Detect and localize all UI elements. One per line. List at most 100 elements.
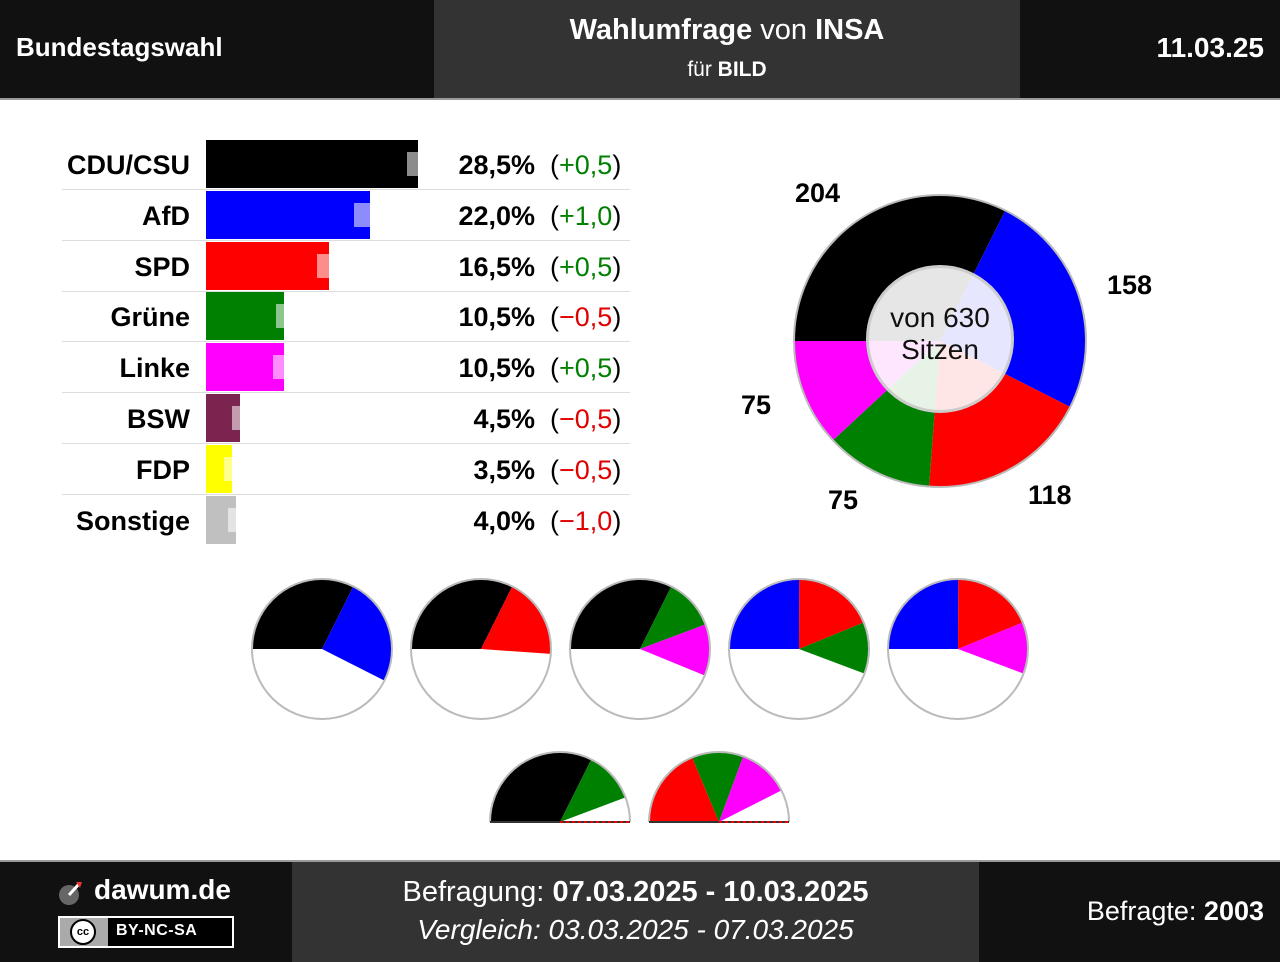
half-pie-slice — [490, 752, 592, 822]
coalition-slice — [252, 579, 354, 649]
coalition-pie-outline — [410, 578, 552, 720]
coalition-pie-outline — [569, 578, 711, 720]
diff-paren-open: ( — [550, 150, 559, 180]
previous-value-marker — [227, 507, 256, 532]
diff-value: +1,0 — [559, 200, 613, 231]
seat-count-label: 158 — [1107, 270, 1153, 300]
party-name: CDU/CSU — [66, 150, 190, 180]
diff-value: −0,5 — [559, 302, 613, 333]
seat-total-line1: von 630 — [890, 302, 990, 333]
diff-value: −1,0 — [559, 505, 613, 536]
footer: dawum.de cc BY-NC-SA Befragung: 07.03.20… — [0, 860, 1280, 962]
bar-row: Linke 10,5% (+0,5) — [60, 343, 630, 394]
bar-diff-label: (−1,0) — [550, 506, 621, 537]
brand-name: dawum.de — [94, 874, 231, 905]
election-title: Bundestagswahl — [16, 32, 223, 62]
bar-row: AfD 22,0% (+1,0) — [60, 190, 630, 241]
coalition-half-pie — [489, 751, 631, 823]
diff-value: +0,5 — [559, 251, 613, 282]
party-name: Sonstige — [75, 505, 190, 536]
diff-value: +0,5 — [559, 353, 613, 384]
coalition-half-pie — [648, 751, 790, 823]
previous-value-marker — [224, 456, 248, 481]
previous-value-marker — [354, 202, 382, 227]
coalition-slice — [799, 579, 864, 649]
bar-diff-label: (+0,5) — [550, 150, 621, 181]
bar-value-label: 4,0% — [473, 505, 535, 536]
coalition-pie — [728, 578, 870, 720]
diff-paren-close: ) — [612, 454, 622, 485]
diff-paren-open: ( — [550, 302, 559, 333]
half-pie-slice — [649, 757, 719, 822]
bar-row: CDU/CSU 28,5% (+0,5) — [60, 140, 630, 190]
dawum-logo-icon — [59, 882, 82, 905]
bar-diff-label: (−0,5) — [550, 302, 621, 333]
befragte-value: 2003 — [1203, 896, 1264, 926]
befragte-label: Befragte: — [1086, 896, 1197, 926]
bar — [206, 343, 285, 392]
half-pie-slice — [719, 756, 782, 822]
bar-row: SPD 16,5% (+0,5) — [60, 241, 630, 292]
diff-paren-open: ( — [550, 251, 559, 282]
coalition-pie — [569, 578, 711, 720]
row-separator — [62, 493, 630, 495]
row-separator — [62, 290, 630, 292]
seat-count-label: 75 — [741, 390, 772, 420]
coalition-pie-outline — [251, 578, 393, 720]
coalition-slice — [322, 586, 392, 681]
seat-total-center: von 630 Sitzen — [866, 265, 1014, 413]
survey-dates: Befragung: 07.03.2025 - 10.03.2025 Vergl… — [292, 862, 979, 962]
coalition-slice — [799, 622, 869, 674]
half-pie-slice — [692, 752, 744, 822]
coalition-slice — [640, 586, 706, 649]
poll-client: BILD — [717, 58, 767, 81]
header: Bundestagswahl Wahlumfrage von INSA für … — [0, 0, 1280, 100]
befragung-range: 07.03.2025 - 10.03.2025 — [552, 876, 869, 908]
half-pie-outline — [648, 751, 790, 823]
bar-value-label: 22,0% — [458, 200, 535, 231]
bar-diff-label: (+0,5) — [550, 252, 621, 283]
diff-paren-open: ( — [550, 200, 559, 231]
bar-value-label: 4,5% — [473, 404, 535, 434]
poll-title-von: von — [760, 14, 808, 46]
coalition-slice — [958, 622, 1028, 674]
cc-icon: cc — [70, 919, 96, 945]
bar-row: FDP 3,5% (−0,5) — [60, 444, 630, 495]
party-name: SPD — [134, 251, 190, 282]
bar-value-label: 16,5% — [458, 251, 535, 282]
bar — [206, 292, 285, 341]
bar-value-label: 10,5% — [458, 302, 535, 333]
poll-client-line: für BILD — [434, 58, 1020, 82]
vergleich-label: Vergleich: — [417, 914, 541, 945]
coalition-slice — [411, 579, 513, 649]
diff-paren-close: ) — [612, 505, 622, 536]
bar-row: Grüne 10,5% (−0,5) — [60, 292, 630, 343]
coalition-slice — [729, 579, 800, 649]
vergleich-range: 03.03.2025 - 07.03.2025 — [548, 914, 854, 945]
party-name: Linke — [119, 353, 190, 384]
poll-date: 11.03.25 — [1156, 32, 1264, 63]
row-separator — [62, 392, 630, 394]
diff-value: −0,5 — [559, 404, 613, 434]
seat-count-label: 204 — [795, 178, 841, 208]
poll-info: Wahlumfrage von INSA für BILD — [434, 0, 1020, 98]
seat-total-line2: Sitzen — [901, 334, 979, 365]
previous-value-marker — [276, 304, 300, 329]
bar-value-label: 10,5% — [458, 353, 535, 384]
diff-value: −0,5 — [559, 454, 613, 485]
diff-value: +0,5 — [559, 150, 613, 180]
coalition-charts — [251, 578, 1029, 823]
bar — [206, 140, 419, 188]
poll-title: Wahlumfrage von INSA — [434, 14, 1020, 47]
half-pie-slice — [560, 759, 626, 822]
seat-count-label: 118 — [1028, 480, 1072, 510]
license-badge[interactable]: cc BY-NC-SA — [58, 916, 234, 948]
coalition-pie-outline — [728, 578, 870, 720]
coalition-slice — [958, 579, 1023, 649]
cc-badge-bg: cc — [60, 918, 108, 946]
coalition-pie — [887, 578, 1029, 720]
poll-institute: INSA — [815, 14, 885, 46]
bar-value-label: 28,5% — [458, 150, 535, 180]
bar — [206, 190, 370, 239]
coalition-pie — [410, 578, 552, 720]
